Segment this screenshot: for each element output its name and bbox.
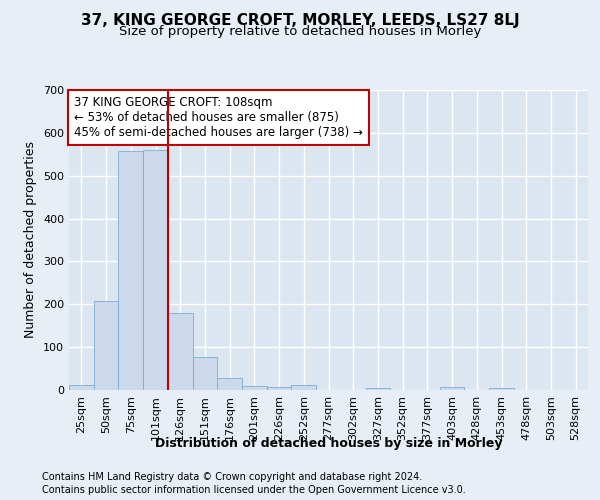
- Text: Contains public sector information licensed under the Open Government Licence v3: Contains public sector information licen…: [42, 485, 466, 495]
- Bar: [94, 302, 118, 390]
- Bar: [168, 313, 193, 390]
- Text: 37, KING GEORGE CROFT, MORLEY, LEEDS, LS27 8LJ: 37, KING GEORGE CROFT, MORLEY, LEEDS, LS…: [80, 12, 520, 28]
- Bar: [217, 378, 242, 390]
- Bar: [489, 388, 514, 390]
- Bar: [242, 386, 267, 390]
- Bar: [292, 386, 316, 390]
- Y-axis label: Number of detached properties: Number of detached properties: [25, 142, 37, 338]
- Text: 37 KING GEORGE CROFT: 108sqm
← 53% of detached houses are smaller (875)
45% of s: 37 KING GEORGE CROFT: 108sqm ← 53% of de…: [74, 96, 363, 139]
- Bar: [267, 387, 292, 390]
- Text: Distribution of detached houses by size in Morley: Distribution of detached houses by size …: [155, 438, 503, 450]
- Bar: [69, 385, 94, 390]
- Bar: [193, 357, 217, 390]
- Bar: [365, 388, 390, 390]
- Bar: [118, 152, 143, 390]
- Bar: [440, 387, 464, 390]
- Text: Size of property relative to detached houses in Morley: Size of property relative to detached ho…: [119, 25, 481, 38]
- Text: Contains HM Land Registry data © Crown copyright and database right 2024.: Contains HM Land Registry data © Crown c…: [42, 472, 422, 482]
- Bar: [143, 150, 168, 390]
